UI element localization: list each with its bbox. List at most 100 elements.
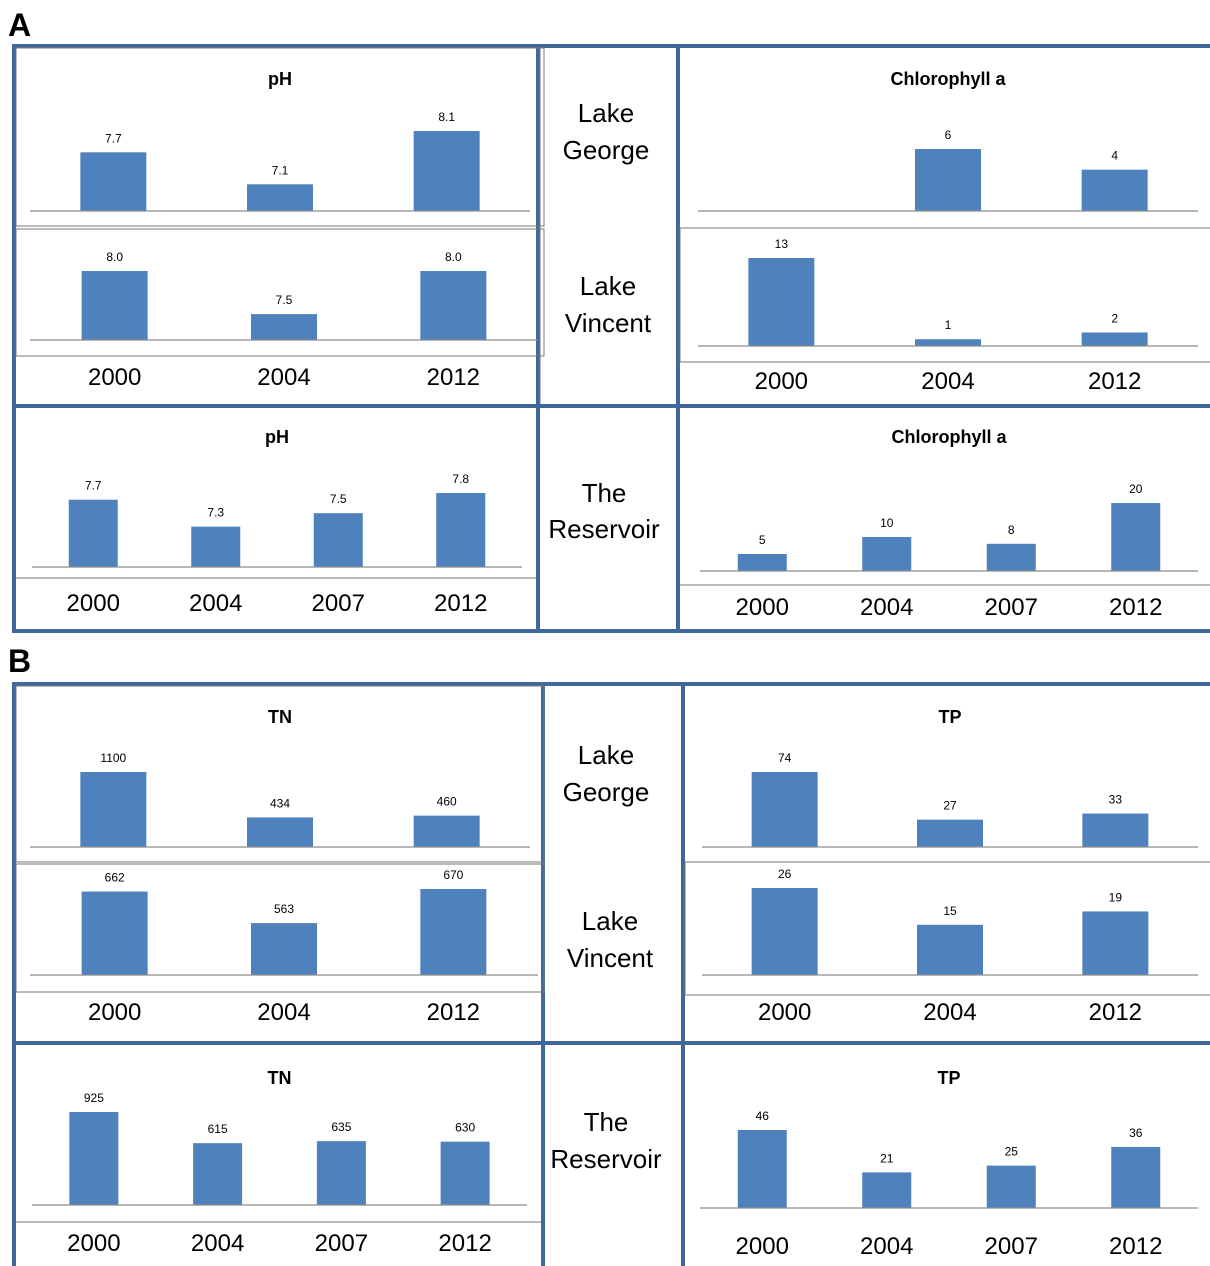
year-label-2004: 2004 — [189, 590, 242, 617]
bar-2000 — [81, 271, 148, 340]
data-label-2004: 615 — [208, 1122, 228, 1136]
data-label-2012: 670 — [443, 868, 463, 882]
year-label-2012: 2012 — [427, 364, 480, 391]
section-b-frames — [12, 682, 1210, 1266]
year-label-2004: 2004 — [860, 1233, 913, 1260]
data-label-2000: 925 — [84, 1091, 104, 1105]
year-label-2004: 2004 — [921, 368, 974, 395]
year-label-2007: 2007 — [985, 1233, 1038, 1260]
data-label-2012: 36 — [1129, 1126, 1143, 1140]
bar-2004 — [251, 314, 317, 340]
data-label-2007: 635 — [331, 1120, 351, 1134]
data-label-2012: 33 — [1109, 793, 1123, 807]
section-a-frames — [12, 44, 1210, 633]
data-label-2007: 8 — [1008, 523, 1015, 537]
chart-ph-reservoir: pH 7.7 2000 7.3 2004 7.5 2007 7.8 2012 — [32, 427, 522, 617]
bar-2004 — [251, 923, 317, 975]
bar-2012 — [420, 271, 487, 340]
lake-george-line2-a: George — [563, 135, 650, 165]
bar-2004 — [247, 184, 313, 211]
lake-vincent-line1-b: Lake — [582, 906, 638, 936]
year-label-2012: 2012 — [438, 1230, 491, 1257]
lake-labels: Lake George Lake Vincent The Reservoir L… — [548, 98, 662, 1174]
bar-2012 — [413, 131, 480, 211]
bar-2012 — [440, 1141, 490, 1205]
data-label-2012: 8.1 — [438, 110, 455, 124]
chart-title: TN — [268, 707, 292, 727]
bar-2000 — [748, 258, 815, 346]
data-label-2000: 7.7 — [105, 131, 122, 145]
year-label-2012: 2012 — [1109, 1233, 1162, 1260]
chart-title: Chlorophyll a — [890, 69, 1006, 89]
bar-2012 — [1111, 1146, 1161, 1208]
data-label-2004: 7.3 — [207, 506, 224, 520]
year-label-2000: 2000 — [67, 1230, 120, 1257]
data-label-2012: 7.8 — [452, 472, 469, 486]
bar-2012 — [413, 815, 480, 847]
bar-2007 — [316, 1141, 366, 1205]
year-label-2000: 2000 — [736, 1233, 789, 1260]
data-label-2000: 13 — [775, 237, 789, 251]
year-label-2000: 2000 — [67, 590, 120, 617]
year-label-2004: 2004 — [860, 594, 913, 621]
data-label-2012: 2 — [1111, 311, 1118, 325]
year-label-2004: 2004 — [191, 1230, 244, 1257]
year-label-2007: 2007 — [985, 594, 1038, 621]
year-label-2007: 2007 — [315, 1230, 368, 1257]
data-label-2004: 6 — [945, 128, 952, 142]
bar-2000 — [81, 891, 148, 975]
year-label-2004: 2004 — [257, 364, 310, 391]
bar-2004 — [862, 537, 912, 571]
data-label-2000: 1100 — [100, 751, 126, 765]
chart-ph-lake-vincent: 8.0 2000 7.5 2004 8.0 2012 — [30, 250, 538, 391]
data-label-2004: 1 — [945, 318, 952, 332]
chart-chlorophyll-lake-george: Chlorophyll a 6 4 — [698, 69, 1198, 212]
data-label-2004: 15 — [943, 904, 957, 918]
bar-2000 — [751, 772, 818, 847]
year-label-2012: 2012 — [1088, 368, 1141, 395]
data-label-2012: 8.0 — [445, 250, 462, 264]
data-label-2000: 46 — [756, 1109, 770, 1123]
bar-2000 — [737, 1130, 787, 1208]
data-label-2004: 434 — [270, 796, 290, 810]
data-label-2004: 7.5 — [276, 293, 293, 307]
bar-2007 — [986, 1165, 1036, 1208]
bar-2007 — [986, 543, 1036, 571]
lake-george-line1-b: Lake — [578, 740, 634, 770]
lake-vincent-line2-b: Vincent — [567, 943, 654, 973]
data-label-2000: 8.0 — [106, 250, 123, 264]
year-label-2012: 2012 — [427, 999, 480, 1026]
reservoir-line2-a: Reservoir — [548, 514, 660, 544]
bar-2012 — [420, 889, 487, 975]
lake-vincent-line2-a: Vincent — [565, 308, 652, 338]
chart-tp-lake-vincent: 26 2000 15 2004 19 2012 — [702, 867, 1198, 1026]
year-label-2004: 2004 — [257, 999, 310, 1026]
year-label-2000: 2000 — [736, 594, 789, 621]
chart-title: pH — [268, 69, 292, 89]
bar-2000 — [80, 152, 147, 211]
reservoir-line1-a: The — [582, 478, 627, 508]
bar-2000 — [751, 888, 818, 975]
data-label-2000: 662 — [105, 871, 125, 885]
bar-2004 — [915, 339, 981, 346]
bar-2000 — [68, 499, 118, 567]
bar-2004 — [917, 924, 983, 975]
data-label-2004: 563 — [274, 902, 294, 916]
bar-2012 — [1111, 503, 1161, 571]
chart-tn-reservoir: TN 925 2000 615 2004 635 2007 630 2012 — [32, 1068, 527, 1257]
bar-2012 — [1082, 813, 1149, 847]
bar-2004 — [247, 817, 313, 847]
chart-tp-lake-george: TP 74 27 33 — [702, 707, 1198, 848]
data-label-2000: 74 — [778, 751, 792, 765]
data-label-2004: 7.1 — [272, 163, 289, 177]
chart-title: TP — [938, 707, 961, 727]
bar-2004 — [191, 526, 241, 567]
chart-chlorophyll-lake-vincent: 13 2000 1 2004 2 2012 — [698, 237, 1198, 395]
bar-2000 — [69, 1112, 119, 1205]
chart-title: pH — [265, 427, 289, 447]
lake-george-line2-b: George — [563, 777, 650, 807]
data-label-2000: 26 — [778, 867, 792, 881]
reservoir-line2-b: Reservoir — [550, 1144, 662, 1174]
data-label-2012: 20 — [1129, 482, 1143, 496]
